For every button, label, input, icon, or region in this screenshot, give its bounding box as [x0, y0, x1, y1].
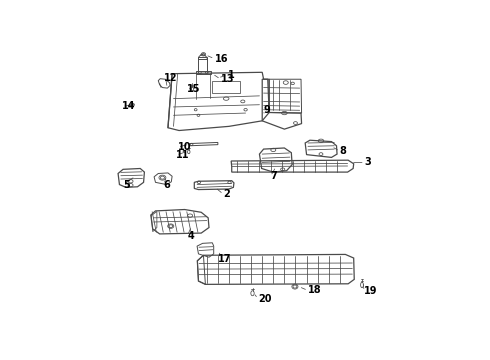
- Text: 13: 13: [220, 74, 234, 84]
- Text: 8: 8: [340, 146, 347, 156]
- Text: 15: 15: [187, 84, 200, 94]
- Text: 6: 6: [164, 180, 171, 190]
- Text: 14: 14: [122, 102, 136, 111]
- Text: 2: 2: [223, 189, 230, 199]
- Text: 12: 12: [164, 73, 177, 83]
- Text: 10: 10: [178, 142, 191, 152]
- Text: 16: 16: [215, 54, 228, 64]
- Text: 9: 9: [264, 105, 270, 115]
- Text: 17: 17: [218, 254, 231, 264]
- Text: 4: 4: [187, 231, 194, 241]
- Text: 11: 11: [176, 150, 190, 160]
- Bar: [212, 81, 240, 93]
- Text: 18: 18: [308, 285, 321, 296]
- Text: 20: 20: [258, 294, 271, 304]
- Text: 5: 5: [123, 180, 130, 190]
- Text: 3: 3: [365, 157, 371, 167]
- Text: 19: 19: [364, 286, 378, 296]
- Text: 7: 7: [270, 171, 277, 181]
- Text: 1: 1: [227, 70, 234, 80]
